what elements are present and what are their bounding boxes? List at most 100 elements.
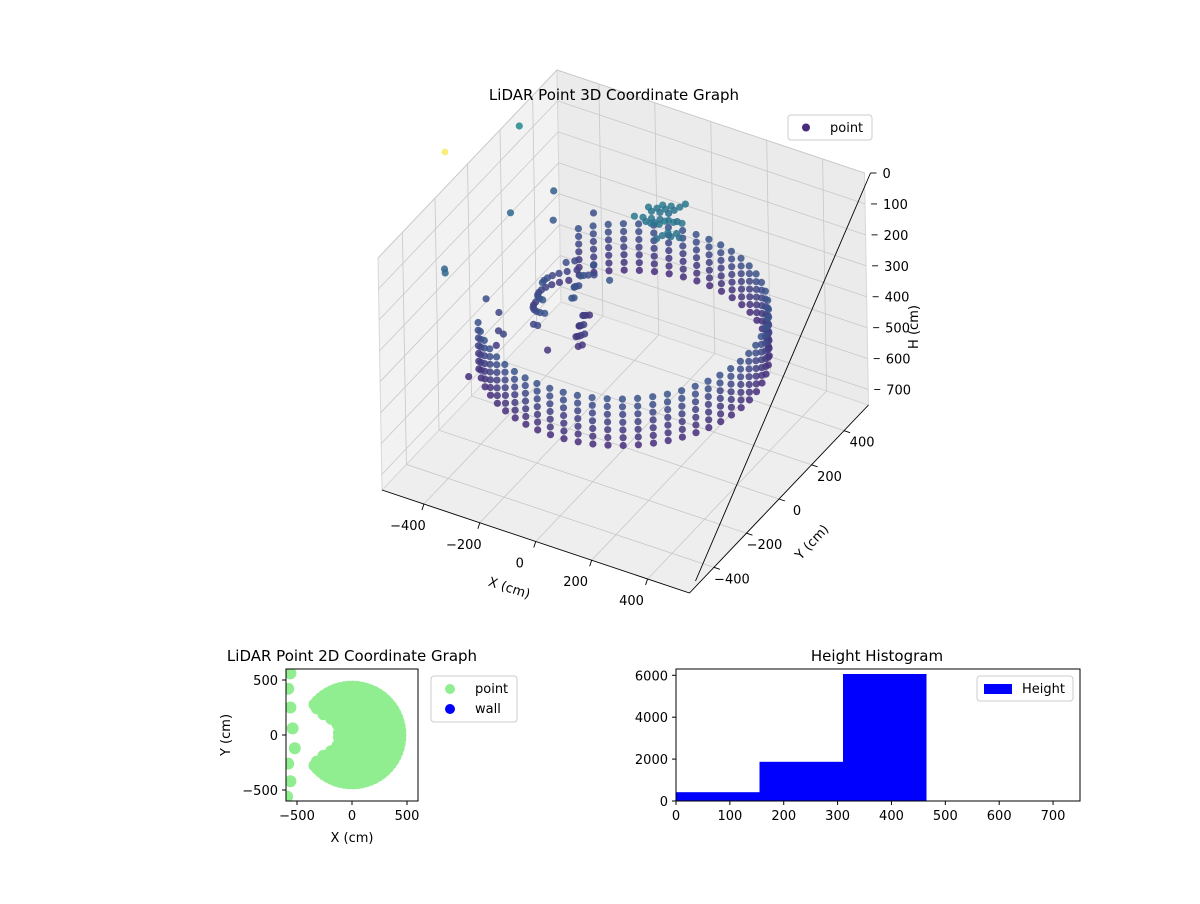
data-point bbox=[752, 364, 760, 373]
data-point bbox=[559, 396, 568, 404]
data-point bbox=[716, 387, 724, 395]
data-point bbox=[716, 371, 724, 379]
data-point bbox=[574, 415, 582, 423]
data-point bbox=[560, 427, 568, 435]
data-point bbox=[575, 248, 583, 256]
data-point bbox=[482, 295, 490, 303]
data-point bbox=[705, 274, 714, 282]
data-point bbox=[501, 384, 509, 392]
data-point bbox=[653, 235, 661, 243]
point-marker bbox=[286, 682, 295, 695]
data-point bbox=[635, 259, 643, 267]
data-point bbox=[745, 388, 754, 396]
data-point bbox=[649, 400, 657, 409]
data-point bbox=[481, 375, 489, 383]
data-point bbox=[474, 318, 482, 327]
legend-label-point: point bbox=[475, 682, 508, 697]
chart-3d: −400 −200 0 200 400 −400 −200 0 200 400 0 100 200 300… bbox=[377, 68, 922, 609]
data-point bbox=[704, 393, 712, 401]
data-point bbox=[663, 398, 672, 406]
data-point bbox=[476, 327, 484, 336]
data-point bbox=[745, 349, 753, 358]
data-point bbox=[678, 387, 686, 395]
y-tick-label: 0 bbox=[793, 504, 801, 519]
legend-label-wall: wall bbox=[475, 702, 501, 717]
data-point bbox=[563, 267, 571, 276]
data-point bbox=[727, 411, 736, 419]
data-point bbox=[560, 435, 568, 443]
data-point bbox=[665, 254, 673, 262]
data-point bbox=[667, 202, 675, 210]
x-tick-label: −500 bbox=[279, 809, 315, 824]
data-point bbox=[635, 243, 643, 251]
data-point bbox=[717, 241, 725, 249]
data-point bbox=[534, 321, 542, 330]
data-point bbox=[570, 294, 578, 302]
legend-marker-point bbox=[802, 123, 810, 132]
data-point bbox=[658, 232, 666, 240]
data-point bbox=[757, 348, 766, 356]
data-point bbox=[574, 399, 582, 407]
gridline-x bbox=[647, 158, 828, 580]
data-point bbox=[546, 431, 555, 439]
data-point bbox=[493, 392, 501, 400]
data-point bbox=[664, 421, 672, 429]
data-point bbox=[604, 441, 612, 449]
x-tick bbox=[645, 578, 648, 586]
data-point bbox=[678, 433, 687, 441]
data-point bbox=[589, 209, 598, 217]
data-point bbox=[555, 269, 563, 277]
2d-axes: −500 0 500 −500 0 500 bbox=[242, 668, 419, 824]
data-point bbox=[650, 252, 658, 260]
data-point bbox=[619, 441, 627, 450]
data-point bbox=[492, 341, 500, 349]
data-point bbox=[589, 237, 598, 246]
data-point bbox=[692, 254, 701, 262]
data-point bbox=[573, 391, 582, 399]
data-point bbox=[716, 394, 724, 402]
data-point bbox=[678, 402, 686, 410]
data-point bbox=[546, 415, 554, 423]
data-point bbox=[604, 426, 612, 434]
data-point bbox=[546, 384, 554, 392]
y-tick bbox=[811, 464, 818, 468]
x-tick-label: 700 bbox=[1041, 809, 1066, 824]
point-marker bbox=[288, 742, 301, 755]
chart-2d: LiDAR Point 2D Coordinate Graph −500 0 500… bbox=[219, 647, 518, 846]
x-tick-label: 200 bbox=[563, 575, 588, 590]
data-point bbox=[581, 330, 589, 338]
data-point bbox=[533, 387, 541, 395]
data-point bbox=[493, 361, 501, 369]
data-point bbox=[560, 419, 568, 427]
data-point bbox=[620, 251, 628, 259]
data-point bbox=[655, 220, 663, 228]
data-point bbox=[501, 360, 509, 369]
histogram-bar bbox=[843, 674, 927, 801]
data-point bbox=[588, 417, 597, 425]
data-point bbox=[635, 228, 643, 236]
data-point bbox=[757, 340, 765, 348]
data-point bbox=[590, 253, 598, 261]
data-point bbox=[737, 404, 745, 412]
data-point bbox=[486, 353, 494, 361]
y-axis-label: Y (cm) bbox=[792, 522, 832, 564]
data-point bbox=[664, 406, 672, 414]
data-point bbox=[634, 418, 642, 426]
data-point bbox=[727, 388, 735, 396]
data-point bbox=[619, 220, 628, 228]
data-point bbox=[620, 266, 628, 274]
data-point bbox=[736, 365, 745, 373]
y-tick-label: 4000 bbox=[635, 711, 668, 726]
data-point bbox=[717, 280, 726, 288]
data-point bbox=[728, 278, 736, 286]
data-point bbox=[717, 272, 725, 280]
data-point bbox=[665, 247, 673, 255]
data-point bbox=[604, 433, 612, 442]
data-point bbox=[764, 296, 772, 304]
y-tick-label: −200 bbox=[747, 538, 783, 553]
data-point bbox=[635, 251, 643, 259]
data-point bbox=[753, 316, 761, 324]
data-point bbox=[635, 220, 643, 228]
data-point bbox=[589, 230, 597, 238]
